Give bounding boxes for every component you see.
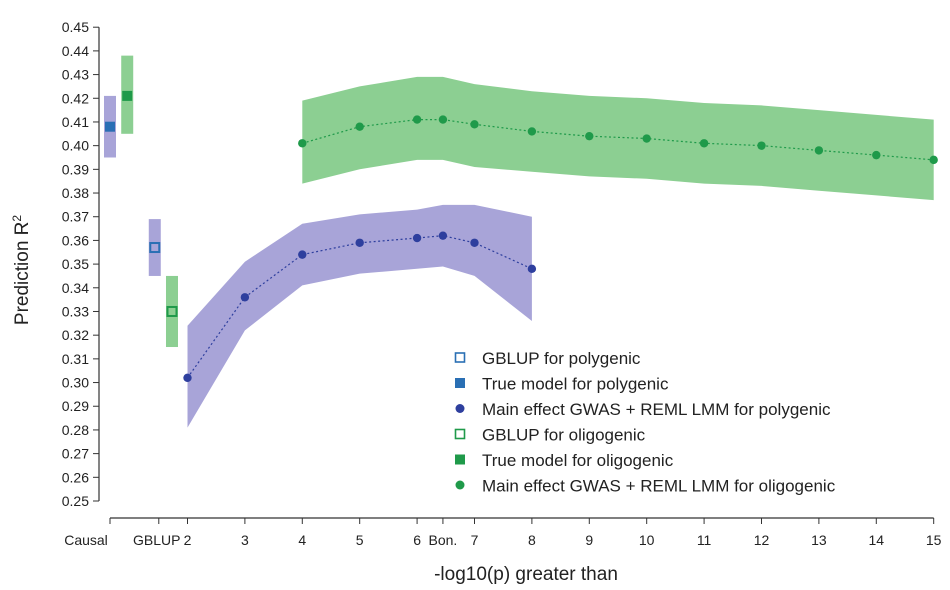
data-point-oligo — [527, 127, 537, 136]
interval-bar-poly — [148, 219, 161, 276]
data-point-oligo — [585, 131, 594, 141]
legend-dot-oligo — [455, 480, 465, 490]
x-tick-label: 8 — [528, 532, 536, 548]
true-model-marker-oligo — [122, 90, 133, 101]
x-tick-label: Bon. — [429, 532, 458, 548]
legend-label: True model for oligogenic — [482, 451, 674, 470]
y-tick-label: 0.34 — [62, 280, 89, 296]
legend-dot-poly — [455, 404, 465, 413]
x-tick-label: 9 — [585, 532, 593, 548]
interval-bar-oligo — [165, 275, 178, 348]
legend: GBLUP for polygenic True model for polyge… — [454, 349, 836, 496]
gblup-marker-poly — [149, 242, 161, 254]
legend-label: Main effect GWAS + REML LMM for polygeni… — [482, 400, 831, 419]
y-tick-label: 0.43 — [62, 67, 89, 83]
data-point-poly — [298, 250, 307, 259]
x-axis-label: -log10(p) greater than — [434, 564, 618, 585]
legend-label: GBLUP for polygenic — [482, 349, 641, 368]
confidence-band-poly — [187, 204, 532, 428]
x-tick-label: 5 — [356, 532, 364, 548]
axes: 0.25 0.26 0.27 0.28 0.29 0.30 0.31 0.32 0.33 0.34… — [62, 19, 942, 548]
x-tick-label: 3 — [241, 532, 249, 548]
x-tick-label: 12 — [754, 532, 770, 548]
x-tick-label: 15 — [926, 532, 942, 548]
series-line-poly — [187, 235, 533, 379]
y-tick-label: 0.45 — [62, 19, 89, 35]
legend-label: GBLUP for oligogenic — [482, 426, 646, 445]
x-tick-label: Causal — [64, 532, 108, 548]
x-tick-label: 7 — [471, 532, 479, 548]
y-axis-label-superscript: 2 — [10, 215, 24, 222]
y-tick-label: 0.40 — [62, 138, 89, 154]
data-point-poly — [527, 264, 537, 274]
data-point-oligo — [757, 141, 766, 150]
y-tick-label: 0.31 — [62, 351, 89, 367]
y-tick-label: 0.30 — [62, 375, 89, 391]
y-tick-label: 0.28 — [62, 422, 89, 438]
legend-open-square-poly — [454, 352, 466, 363]
y-tick-label: 0.38 — [62, 185, 89, 201]
y-tick-label: 0.42 — [62, 90, 89, 106]
data-point-oligo — [412, 115, 422, 124]
x-tick-label: GBLUP — [133, 532, 180, 548]
true-model-marker-poly — [105, 121, 115, 132]
data-point-oligo — [298, 139, 307, 148]
y-tick-label: 0.44 — [62, 43, 89, 59]
y-tick-label: 0.32 — [62, 327, 89, 343]
legend-open-square-oligo — [454, 428, 466, 440]
data-point-poly — [438, 231, 448, 240]
x-tick-label: 11 — [697, 532, 712, 548]
y-tick-label: 0.27 — [62, 446, 89, 462]
data-point-oligo — [470, 120, 479, 129]
data-point-poly — [412, 233, 422, 243]
y-tick-label: 0.25 — [62, 493, 89, 509]
data-point-poly — [183, 373, 192, 383]
x-tick-label: 13 — [811, 532, 827, 548]
x-tick-label: 14 — [869, 532, 885, 548]
y-axis-label: Prediction R2 — [10, 215, 33, 326]
data-point-oligo — [438, 115, 448, 124]
confidence-band-oligo — [302, 76, 934, 201]
data-point-oligo — [642, 134, 651, 143]
x-tick-label: 4 — [298, 532, 306, 548]
legend-label: True model for polygenic — [482, 375, 669, 394]
y-tick-label: 0.33 — [62, 303, 89, 319]
legend-label: Main effect GWAS + REML LMM for oligogen… — [482, 477, 836, 496]
single-estimates — [104, 55, 178, 348]
x-tick-label: 2 — [184, 532, 192, 548]
legend-filled-square-poly — [455, 378, 465, 388]
data-point-poly — [355, 238, 364, 247]
data-point-oligo — [355, 122, 364, 131]
data-point-poly — [240, 293, 250, 302]
y-tick-label: 0.36 — [62, 232, 89, 248]
data-point-poly — [470, 238, 479, 247]
gblup-marker-oligo — [166, 305, 178, 317]
y-tick-label: 0.41 — [62, 114, 89, 130]
y-tick-label: 0.37 — [62, 209, 89, 225]
data-point-oligo — [814, 146, 824, 155]
data-point-oligo — [699, 139, 709, 148]
legend-filled-square-oligo — [455, 454, 465, 465]
y-tick-label: 0.35 — [62, 256, 89, 272]
data-point-oligo — [929, 155, 938, 165]
series-lines — [183, 115, 938, 383]
x-tick-label: 10 — [639, 532, 655, 548]
y-tick-label: 0.26 — [62, 469, 89, 485]
y-tick-label: 0.29 — [62, 398, 89, 414]
data-point-oligo — [872, 150, 881, 160]
y-tick-label: 0.39 — [62, 161, 89, 177]
confidence-bands — [187, 76, 934, 428]
x-tick-label: 6 — [413, 532, 421, 548]
